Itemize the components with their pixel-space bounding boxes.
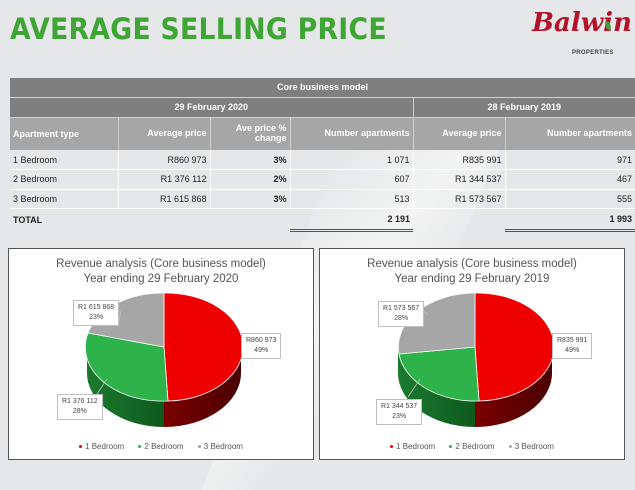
group-header: Core business model bbox=[10, 78, 635, 97]
pie-graphic bbox=[84, 292, 244, 427]
table-row: 3 Bedroom R1 615 868 3% 513 R1 573 567 5… bbox=[10, 189, 635, 209]
average-price-table: Core business model 29 February 2020 28 … bbox=[10, 78, 635, 232]
callout-2-bedroom: R1 344 537 23% bbox=[376, 399, 423, 425]
period-2020-header: 29 February 2020 bbox=[10, 96, 413, 117]
chart-title: Revenue analysis (Core business model) Y… bbox=[367, 258, 577, 285]
legend-item: 1 Bedroom bbox=[79, 442, 124, 451]
callout-3-bedroom: R1 615 868 23% bbox=[73, 300, 120, 326]
legend-item: 2 Bedroom bbox=[449, 442, 495, 451]
legend-dot-icon bbox=[79, 445, 83, 449]
legend-item: 3 Bedroom bbox=[508, 442, 554, 451]
col-num-2020: Number apartments bbox=[289, 116, 413, 150]
cell-pct: 2% bbox=[209, 169, 290, 190]
total-row: TOTAL 2 191 1 993 bbox=[10, 208, 635, 232]
chart-legend: 1 Bedroom 2 Bedroom 3 Bedroom bbox=[320, 442, 624, 451]
cell-pct: 3% bbox=[209, 150, 290, 170]
col-avg-price-2020: Average price bbox=[117, 116, 210, 150]
cell-avg-2019: R835 991 bbox=[412, 150, 505, 170]
cell-type: 2 Bedroom bbox=[10, 169, 118, 190]
cell-avg-2020: R1 376 112 bbox=[117, 169, 210, 190]
table-row: 2 Bedroom R1 376 112 2% 607 R1 344 537 4… bbox=[10, 169, 635, 190]
col-avg-price-2019: Average price bbox=[412, 116, 505, 150]
col-apartment-type: Apartment type bbox=[10, 116, 118, 150]
total-num-2020: 2 191 bbox=[290, 208, 413, 232]
cell-num-2019: 971 bbox=[504, 150, 635, 170]
pie-chart-2020: Revenue analysis (Core business model) Y… bbox=[8, 248, 314, 460]
legend-dot-icon bbox=[197, 445, 201, 449]
company-logo: Balwin PROPERTIES bbox=[532, 8, 632, 60]
leaf-icon bbox=[605, 21, 611, 30]
cell-num-2020: 513 bbox=[289, 189, 413, 209]
page-title: AVERAGE SELLING PRICE bbox=[10, 12, 387, 46]
pie-chart-2019: Revenue analysis (Core business model) Y… bbox=[319, 248, 625, 460]
legend-dot-icon bbox=[138, 445, 142, 449]
callout-3-bedroom: R1 573 567 28% bbox=[378, 301, 425, 327]
logo-script: Balwin bbox=[532, 8, 632, 38]
legend-item: 2 Bedroom bbox=[138, 442, 184, 451]
callout-2-bedroom: R1 376 112 28% bbox=[57, 394, 103, 420]
period-2019-header: 28 February 2019 bbox=[412, 96, 635, 117]
cell-num-2020: 1 071 bbox=[289, 150, 413, 170]
total-num-2019: 1 993 bbox=[505, 208, 635, 232]
legend-dot-icon bbox=[449, 445, 453, 449]
cell-pct: 3% bbox=[209, 189, 290, 209]
cell-type: 1 Bedroom bbox=[10, 150, 118, 170]
cell-avg-2020: R1 615 868 bbox=[117, 189, 210, 209]
cell-num-2019: 467 bbox=[504, 169, 635, 190]
cell-avg-2020: R860 973 bbox=[117, 150, 210, 170]
legend-item: 1 Bedroom bbox=[390, 442, 435, 451]
chart-title: Revenue analysis (Core business model) Y… bbox=[56, 258, 266, 285]
cell-num-2020: 607 bbox=[289, 169, 413, 190]
legend-dot-icon bbox=[390, 445, 394, 449]
cell-num-2019: 555 bbox=[504, 189, 635, 209]
legend-item: 3 Bedroom bbox=[197, 442, 243, 451]
cell-avg-2019: R1 344 537 bbox=[412, 169, 505, 190]
chart-legend: 1 Bedroom 2 Bedroom 3 Bedroom bbox=[9, 442, 313, 451]
legend-dot-icon bbox=[508, 445, 512, 449]
callout-1-bedroom: R835 991 49% bbox=[552, 333, 593, 359]
pie-graphic bbox=[397, 292, 555, 427]
cell-type: 3 Bedroom bbox=[10, 189, 118, 209]
cell-avg-2019: R1 573 567 bbox=[412, 189, 505, 209]
col-num-2019: Number apartments bbox=[504, 116, 635, 150]
callout-1-bedroom: R860 973 49% bbox=[241, 333, 282, 359]
table-row: 1 Bedroom R860 973 3% 1 071 R835 991 971 bbox=[10, 150, 635, 170]
total-label: TOTAL bbox=[13, 214, 43, 225]
col-pct-change: Ave price % change bbox=[209, 116, 290, 150]
logo-subtitle: PROPERTIES bbox=[572, 50, 614, 56]
